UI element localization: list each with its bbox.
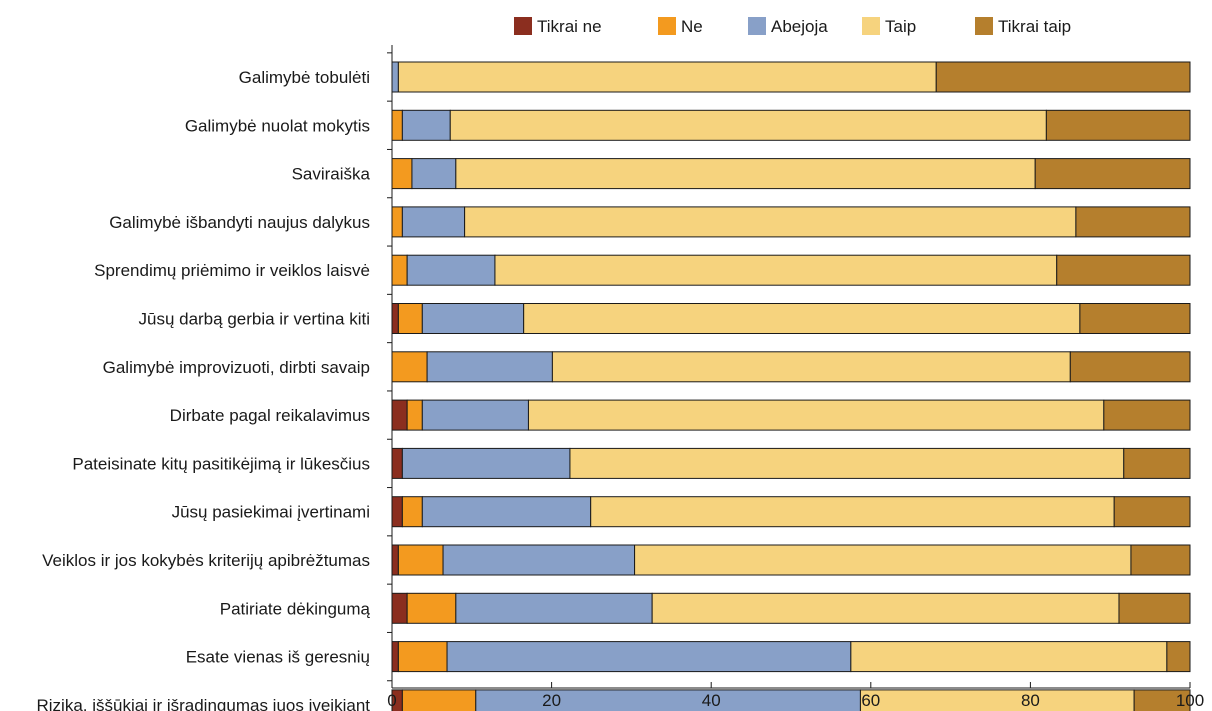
bar-tikrai-ne-pateisinate-kitu-pasitikejima-ir-lukescius	[391, 447, 403, 479]
bar-tikrai-ne-jusu-pasiekimai-ivertinami	[391, 496, 403, 528]
bar-taip-sprendimu-priemimo-ir-veiklos-laisve	[494, 254, 1058, 286]
bar-ne-saviraiska	[391, 158, 413, 190]
bar-ne-veiklos-ir-jos-kokybes-kriteriju-apibreztumas	[397, 544, 444, 576]
bar-taip-jusu-pasiekimai-ivertinami	[590, 496, 1115, 528]
category-label: Veiklos ir jos kokybės kriterijų apibrėž…	[42, 551, 370, 570]
bar-taip-galimybe-nuolat-mokytis	[449, 109, 1047, 141]
category-label: Esate vienas iš geresnių	[186, 648, 370, 667]
x-tick-label: 20	[542, 691, 561, 710]
bar-abejoja-galimybe-isbandyti-naujus-dalykus	[401, 206, 466, 238]
legend-swatch-tikrai-ne	[514, 17, 532, 35]
bar-abejoja-sprendimu-priemimo-ir-veiklos-laisve	[406, 254, 496, 286]
bar-taip-rizika-issukiai-ir-isradingumas-juos-iveikiant	[859, 689, 1135, 711]
bar-abejoja-patiriate-dekinguma	[455, 592, 653, 624]
x-tick-label: 40	[702, 691, 721, 710]
bar-ne-galimybe-isbandyti-naujus-dalykus	[391, 206, 403, 238]
bar-abejoja-veiklos-ir-jos-kokybes-kriteriju-apibreztumas	[442, 544, 636, 576]
category-label: Galimybė nuolat mokytis	[185, 116, 370, 135]
bar-abejoja-jusu-pasiekimai-ivertinami	[421, 496, 592, 528]
category-label: Pateisinate kitų pasitikėjimą ir lūkesči…	[72, 454, 370, 473]
bar-ne-jusu-pasiekimai-ivertinami	[401, 496, 423, 528]
bar-ne-esate-vienas-is-geresniu	[397, 641, 448, 673]
category-label: Rizika, iššūkiai ir išradingumas juos įv…	[36, 696, 370, 711]
category-label: Dirbate pagal reikalavimus	[170, 406, 370, 425]
bar-abejoja-galimybe-improvizuoti-dirbti-savaip	[426, 351, 553, 383]
bar-tikrai-ne-esate-vienas-is-geresniu	[391, 641, 399, 673]
bar-abejoja-saviraiska	[411, 158, 457, 190]
bar-tikrai-ne-veiklos-ir-jos-kokybes-kriteriju-apibreztumas	[391, 544, 399, 576]
category-label: Jūsų pasiekimai įvertinami	[172, 503, 370, 522]
legend-swatch-tikrai-taip	[975, 17, 993, 35]
bar-tikrai-taip-veiklos-ir-jos-kokybes-kriteriju-apibreztumas	[1130, 544, 1191, 576]
category-label: Patiriate dėkingumą	[220, 599, 371, 618]
category-label: Galimybė tobulėti	[239, 68, 370, 87]
x-tick-label: 60	[861, 691, 880, 710]
x-axis: 0 20 40 60 80 100	[387, 45, 1204, 710]
bar-ne-dirbate-pagal-reikalavimus	[406, 399, 423, 431]
bar-abejoja-esate-vienas-is-geresniu	[446, 641, 852, 673]
bar-abejoja-pateisinate-kitu-pasitikejima-ir-lukescius	[401, 447, 571, 479]
bar-taip-galimybe-tobuleti	[397, 61, 937, 93]
category-label: Sprendimų priėmimo ir veiklos laisvė	[94, 261, 370, 280]
bar-tikrai-taip-rizika-issukiai-ir-isradingumas-juos-iveikiant	[1133, 689, 1191, 711]
bar-taip-pateisinate-kitu-pasitikejima-ir-lukescius	[569, 447, 1125, 479]
bar-taip-esate-vienas-is-geresniu	[850, 641, 1168, 673]
legend-label-abejoja: Abejoja	[771, 17, 828, 36]
bar-tikrai-taip-esate-vienas-is-geresniu	[1166, 641, 1191, 673]
category-label: Galimybė išbandyti naujus dalykus	[109, 213, 370, 232]
category-label: Jūsų darbą gerbia ir vertina kiti	[138, 310, 370, 329]
bar-tikrai-taip-patiriate-dekinguma	[1118, 592, 1191, 624]
bar-tikrai-taip-sprendimu-priemimo-ir-veiklos-laisve	[1056, 254, 1191, 286]
bar-tikrai-taip-jusu-pasiekimai-ivertinami	[1113, 496, 1191, 528]
plot-area	[391, 61, 1191, 711]
bar-tikrai-ne-jusu-darba-gerbia-ir-vertina-kiti	[391, 303, 399, 334]
legend-label-tikrai-taip: Tikrai taip	[998, 17, 1071, 36]
bar-ne-galimybe-nuolat-mokytis	[391, 109, 403, 141]
category-label: Galimybė improvizuoti, dirbti savaip	[103, 358, 370, 377]
bar-tikrai-ne-dirbate-pagal-reikalavimus	[391, 399, 408, 431]
bar-taip-dirbate-pagal-reikalavimus	[527, 399, 1105, 431]
bar-tikrai-taip-jusu-darba-gerbia-ir-vertina-kiti	[1079, 303, 1191, 334]
x-tick-label: 0	[387, 691, 396, 710]
bar-ne-sprendimu-priemimo-ir-veiklos-laisve	[391, 254, 408, 286]
x-tick-label: 80	[1021, 691, 1040, 710]
x-tick-label: 100	[1176, 691, 1204, 710]
bar-tikrai-taip-dirbate-pagal-reikalavimus	[1103, 399, 1191, 431]
bar-ne-patiriate-dekinguma	[406, 592, 457, 624]
bar-abejoja-dirbate-pagal-reikalavimus	[421, 399, 529, 431]
bar-taip-jusu-darba-gerbia-ir-vertina-kiti	[523, 303, 1081, 334]
bar-abejoja-jusu-darba-gerbia-ir-vertina-kiti	[421, 303, 525, 334]
bar-taip-galimybe-improvizuoti-dirbti-savaip	[551, 351, 1071, 383]
legend-swatch-ne	[658, 17, 676, 35]
bar-ne-jusu-darba-gerbia-ir-vertina-kiti	[397, 303, 423, 334]
legend-label-tikrai-ne: Tikrai ne	[537, 17, 602, 36]
bar-tikrai-taip-galimybe-nuolat-mokytis	[1045, 109, 1191, 141]
bar-tikrai-ne-patiriate-dekinguma	[391, 592, 408, 624]
bar-ne-galimybe-improvizuoti-dirbti-savaip	[391, 351, 428, 383]
legend-label-taip: Taip	[885, 17, 916, 36]
legend-label-ne: Ne	[681, 17, 703, 36]
chart-legend: Tikrai ne Ne Abejoja Taip Tikrai taip	[514, 17, 1071, 36]
bar-tikrai-taip-pateisinate-kitu-pasitikejima-ir-lukescius	[1123, 447, 1191, 479]
bar-tikrai-taip-saviraiska	[1034, 158, 1191, 190]
category-labels: Galimybė tobulėti Galimybė nuolat mokytis…	[36, 68, 370, 711]
bar-abejoja-galimybe-tobuleti	[391, 61, 399, 93]
bar-abejoja-galimybe-nuolat-mokytis	[401, 109, 451, 141]
bar-tikrai-taip-galimybe-isbandyti-naujus-dalykus	[1075, 206, 1191, 238]
bar-ne-rizika-issukiai-ir-isradingumas-juos-iveikiant	[401, 689, 477, 711]
category-label: Saviraiška	[292, 165, 371, 184]
bar-abejoja-rizika-issukiai-ir-isradingumas-juos-iveikiant	[475, 689, 861, 711]
bar-tikrai-taip-galimybe-tobuleti	[935, 61, 1191, 93]
bar-taip-veiklos-ir-jos-kokybes-kriteriju-apibreztumas	[634, 544, 1132, 576]
bar-tikrai-taip-galimybe-improvizuoti-dirbti-savaip	[1069, 351, 1191, 383]
legend-swatch-abejoja	[748, 17, 766, 35]
bar-taip-patiriate-dekinguma	[651, 592, 1120, 624]
legend-swatch-taip	[862, 17, 880, 35]
bar-taip-saviraiska	[455, 158, 1036, 190]
bar-taip-galimybe-isbandyti-naujus-dalykus	[464, 206, 1077, 238]
